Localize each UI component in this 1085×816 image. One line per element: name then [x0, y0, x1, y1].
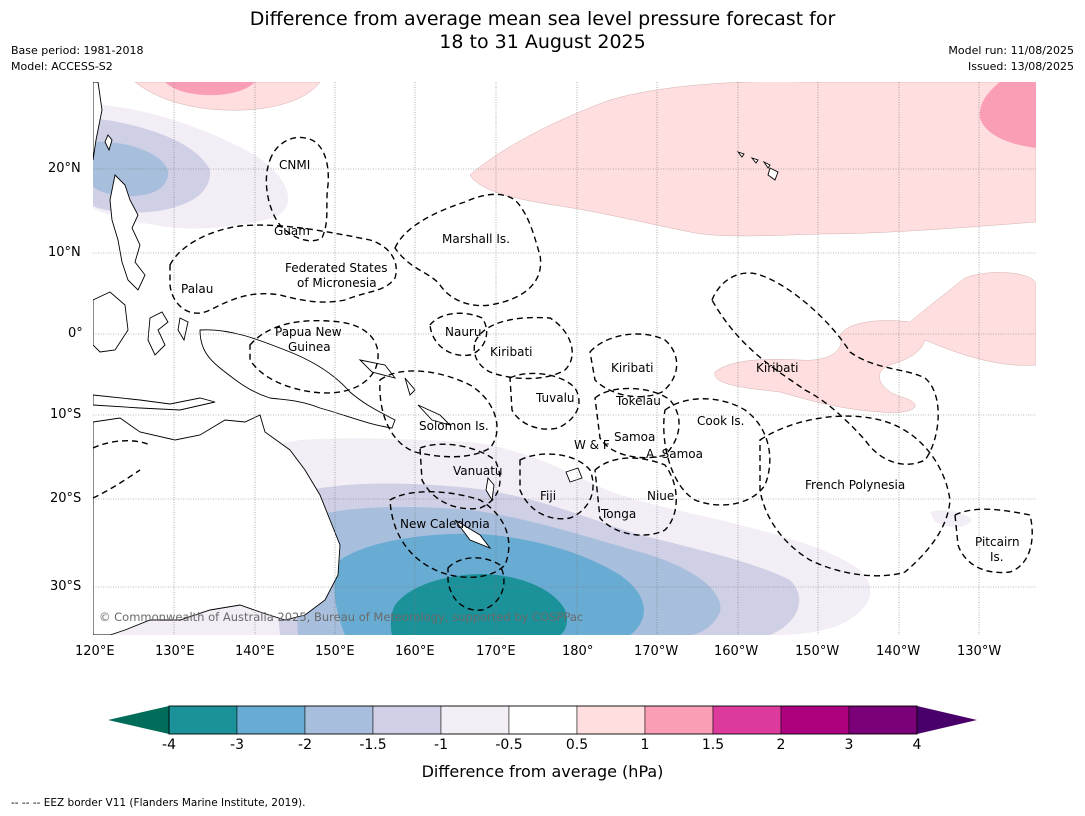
eez-norfolk — [447, 557, 505, 611]
land-bougainville — [404, 377, 416, 396]
anomaly-northeast-stronger — [979, 82, 1036, 148]
colorbar-cell-8 — [712, 705, 782, 735]
eez-french-polynesia — [759, 415, 951, 577]
base-period-text: Base period: 1981-2018 — [11, 44, 144, 57]
model-text: Model: ACCESS-S2 — [11, 60, 113, 73]
colorbar-label-1: -3 — [230, 737, 244, 753]
colorbar-label-5: -0.5 — [495, 737, 523, 753]
map-area — [93, 82, 1036, 635]
land-asia-mainland — [93, 82, 103, 161]
land-borneo — [93, 291, 129, 353]
y-tick-10s: 10°S — [50, 407, 82, 422]
anomaly-northwest-stronger — [165, 82, 255, 96]
eez-kiribati-line — [711, 272, 939, 465]
eez-cook-islands — [663, 398, 771, 506]
x-tick-170w: 170°W — [634, 644, 679, 659]
colorbar-cell-4 — [440, 705, 510, 735]
eez-kiribati-gilbert — [473, 316, 573, 380]
colorbar-cell-5 — [508, 705, 578, 735]
colorbar-cell-10 — [848, 705, 918, 735]
eez-borders — [93, 136, 1033, 611]
colorbar-cell-6 — [576, 705, 646, 735]
coastlines — [93, 82, 779, 635]
x-tick-140w: 140°W — [876, 644, 921, 659]
anomaly-southwest-low-5 — [390, 574, 568, 635]
land-halmahera — [177, 317, 189, 342]
y-tick-20n: 20°N — [48, 161, 81, 176]
anomaly-central-kiribati — [714, 272, 1036, 413]
colorbar-label-2: -2 — [298, 737, 312, 753]
x-tick-160e: 160°E — [395, 644, 435, 659]
eez-palau-fsm — [169, 224, 397, 314]
eez-png — [249, 319, 379, 394]
colorbar-label-10: 3 — [844, 737, 854, 753]
colorbar-label-4: -1 — [434, 737, 448, 753]
land-new-guinea — [199, 329, 396, 429]
x-tick-150e: 150°E — [315, 644, 355, 659]
y-tick-10n: 10°N — [48, 245, 81, 260]
eez-footnote: -- -- -- EEZ border V11 (Flanders Marine… — [11, 797, 306, 809]
anomaly-pitcairn-small — [930, 510, 972, 528]
x-tick-120e: 120°E — [75, 644, 115, 659]
meta-right: Model run: 11/08/2025 Issued: 13/08/2025 — [948, 43, 1074, 75]
colorbar-cell-7 — [644, 705, 714, 735]
x-tick-170e: 170°E — [476, 644, 516, 659]
land-fiji — [565, 467, 583, 483]
x-tick-160w: 160°W — [714, 644, 759, 659]
land-java-timor — [93, 394, 216, 411]
x-tick-130w: 130°W — [957, 644, 1002, 659]
x-tick-130e: 130°E — [155, 644, 195, 659]
y-tick-20s: 20°S — [50, 491, 82, 506]
meta-left: Base period: 1981-2018 Model: ACCESS-S2 — [11, 43, 143, 75]
eez-cnmi — [265, 136, 329, 242]
eez-west-edge — [93, 440, 151, 499]
y-tick-0: 0° — [68, 326, 83, 341]
eez-tokelau-samoa — [594, 387, 680, 459]
chart-title-line-2: 18 to 31 August 2025 — [439, 31, 646, 53]
colorbar-cell-0 — [168, 705, 238, 735]
colorbar-label-0: -4 — [162, 737, 176, 753]
land-sulawesi — [147, 311, 169, 356]
x-tick-150w: 150°W — [795, 644, 840, 659]
eez-marshall-islands — [394, 193, 542, 307]
colorbar-label-9: 2 — [776, 737, 786, 753]
colorbar-label-8: 1.5 — [701, 737, 725, 753]
eez-nauru — [429, 312, 488, 357]
colorbar-cell-2 — [304, 705, 374, 735]
copyright-notice: © Commonwealth of Australia 2025, Bureau… — [99, 610, 584, 624]
colorbar-over-triangle — [917, 706, 977, 734]
colorbar-cell-1 — [236, 705, 306, 735]
chart-title-line-1: Difference from average mean sea level p… — [249, 8, 836, 30]
y-tick-30s: 30°S — [50, 579, 82, 594]
model-run-text: Model run: 11/08/2025 — [948, 44, 1074, 57]
eez-kiribati-phoenix — [589, 333, 678, 398]
land-taiwan — [104, 134, 113, 152]
colorbar — [108, 705, 977, 735]
eez-tonga-niue — [594, 457, 677, 536]
x-tick-180: 180° — [562, 644, 594, 659]
colorbar-title: Difference from average (hPa) — [421, 762, 664, 781]
colorbar-cell-3 — [372, 705, 442, 735]
land-australia — [93, 414, 341, 635]
land-hawaii — [736, 151, 779, 181]
colorbar-under-triangle — [108, 706, 169, 734]
eez-tuvalu — [509, 372, 580, 430]
colorbar-label-7: 1 — [640, 737, 650, 753]
issued-text: Issued: 13/08/2025 — [967, 60, 1074, 73]
eez-new-caledonia — [389, 491, 510, 579]
graticule — [93, 82, 1036, 635]
eez-solomon — [379, 370, 498, 458]
land-new-caledonia — [454, 519, 492, 550]
colorbar-cell-9 — [780, 705, 850, 735]
colorbar-label-11: 4 — [912, 737, 922, 753]
land-philippines — [109, 174, 146, 291]
x-tick-140e: 140°E — [235, 644, 275, 659]
colorbar-label-3: -1.5 — [359, 737, 387, 753]
eez-pitcairn — [954, 508, 1033, 574]
colorbar-label-6: 0.5 — [565, 737, 589, 753]
eez-fiji — [519, 453, 594, 520]
